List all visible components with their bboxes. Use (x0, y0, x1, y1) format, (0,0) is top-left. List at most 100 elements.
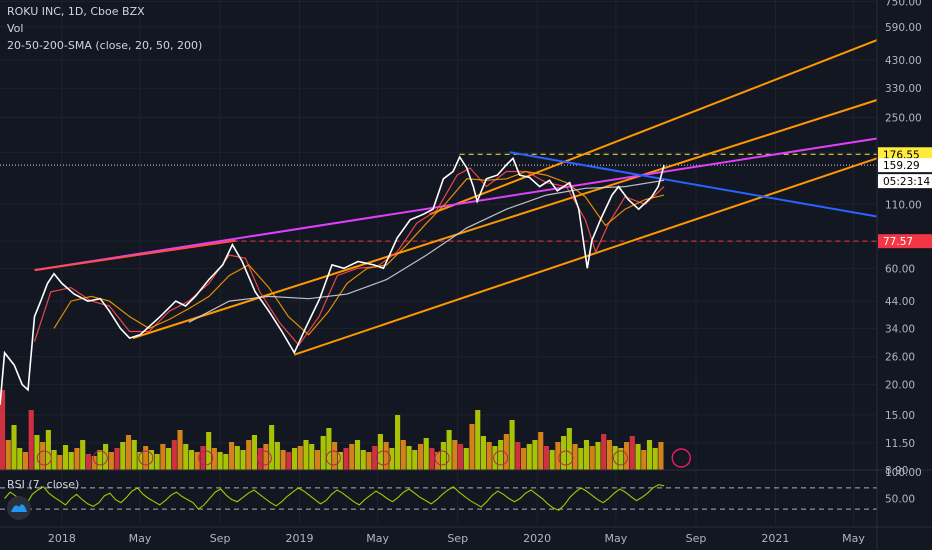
volume-bar (263, 444, 269, 470)
price-series (0, 155, 665, 405)
volume-bar (360, 450, 366, 470)
volume-bar (166, 448, 172, 470)
volume-bar (108, 452, 114, 470)
volume-bar (635, 444, 641, 470)
volume-bar (652, 448, 658, 470)
earnings-marker (375, 450, 391, 466)
volume-bar (0, 390, 6, 470)
volume-bar (326, 428, 332, 470)
volume-bar (234, 446, 240, 470)
volume-bar (509, 420, 515, 470)
volume-bar (618, 448, 624, 470)
volume-bar (578, 448, 584, 470)
volume-bar (188, 450, 195, 470)
volume-bar (606, 440, 612, 470)
volume-bar (240, 450, 246, 470)
volume-bar (595, 442, 601, 470)
volume-bar (11, 425, 17, 470)
volume-bar (257, 448, 263, 470)
channel-upper (429, 39, 878, 216)
earnings-marker (256, 450, 272, 466)
volume-bar (228, 442, 235, 470)
volume-bar (566, 428, 572, 470)
volume-bar (583, 440, 590, 470)
volume-bar (532, 440, 538, 470)
volume-bar (171, 440, 177, 470)
earnings-marker (138, 450, 154, 466)
volume-bar (624, 442, 630, 470)
time-tick-label: 2021 (761, 532, 789, 545)
volume-bar (177, 430, 183, 470)
volume-bar (435, 452, 441, 470)
volume-bar (125, 435, 132, 470)
price-tag-label: 77.57 (883, 236, 913, 248)
volume-bar (309, 444, 315, 470)
volume-bar (34, 435, 40, 470)
earnings-marker (92, 450, 108, 466)
volume-bar (452, 440, 458, 470)
volume-bar (57, 455, 63, 470)
volume-bar (526, 444, 532, 470)
volume-bar (103, 444, 109, 470)
price-tick-label: 330.00 (885, 83, 922, 95)
volume-bar (91, 456, 97, 470)
volume-bar (469, 424, 475, 470)
volume-bar (389, 448, 395, 470)
volume-bar (246, 440, 252, 470)
price-tag-label: 159.29 (883, 160, 920, 172)
volume-bar (343, 448, 349, 470)
price-tick-label: 11.50 (885, 438, 915, 450)
price-tick-label: 250.00 (885, 113, 922, 125)
time-tick-label: 2018 (48, 532, 76, 545)
volume-bar (503, 434, 509, 470)
time-tick-label: May (842, 532, 865, 545)
sma-legend[interactable]: 20-50-200-SMA (close, 20, 50, 200) (7, 39, 203, 52)
volume-bar (303, 440, 309, 470)
volume-bar (572, 444, 578, 470)
volume-bar (40, 442, 46, 470)
time-tick-label: May (129, 532, 152, 545)
price-line (0, 155, 665, 405)
rsi-legend[interactable]: RSI (7, close) (7, 478, 80, 491)
rsi-pane (0, 469, 932, 511)
time-tick-label: 2020 (523, 532, 551, 545)
volume-bar (291, 448, 298, 470)
volume-bar (280, 450, 286, 470)
earnings-marker (558, 450, 574, 466)
volume-bar (97, 450, 103, 470)
volume-bar (498, 440, 504, 470)
channel-mid (132, 99, 878, 340)
volume-bar (217, 452, 223, 470)
volume-bar (515, 442, 521, 470)
volume-bar (354, 440, 361, 470)
volume-bar (555, 442, 561, 470)
volume-bar (120, 442, 126, 470)
price-tick-label: 44.00 (885, 296, 915, 308)
volume-bar (274, 442, 280, 470)
volume-legend[interactable]: Vol (7, 22, 24, 35)
volume-bar (646, 440, 653, 470)
volume-bar (406, 446, 412, 470)
volume-bar (80, 440, 86, 470)
volume-bar (601, 434, 607, 470)
volume-bar (85, 454, 91, 470)
volume-bar (561, 436, 567, 470)
volume-bar (183, 444, 189, 470)
tradingview-cloud-icon (11, 504, 27, 512)
volume-bar (475, 410, 481, 470)
time-tick-label: May (366, 532, 389, 545)
volume-bar (194, 452, 200, 470)
symbol-title[interactable]: ROKU INC, 1D, Cboe BZX (7, 5, 145, 18)
volume-bar (286, 452, 292, 470)
volume-bar (223, 454, 229, 470)
earnings-marker (612, 450, 628, 466)
volume-bar (200, 446, 206, 470)
volume-bar (314, 450, 320, 470)
price-tick-label: 750.00 (885, 0, 922, 8)
volume-bar (349, 444, 355, 470)
red-short (34, 239, 236, 272)
price-tick-label: 15.00 (885, 410, 915, 422)
volume-bar (114, 448, 120, 470)
